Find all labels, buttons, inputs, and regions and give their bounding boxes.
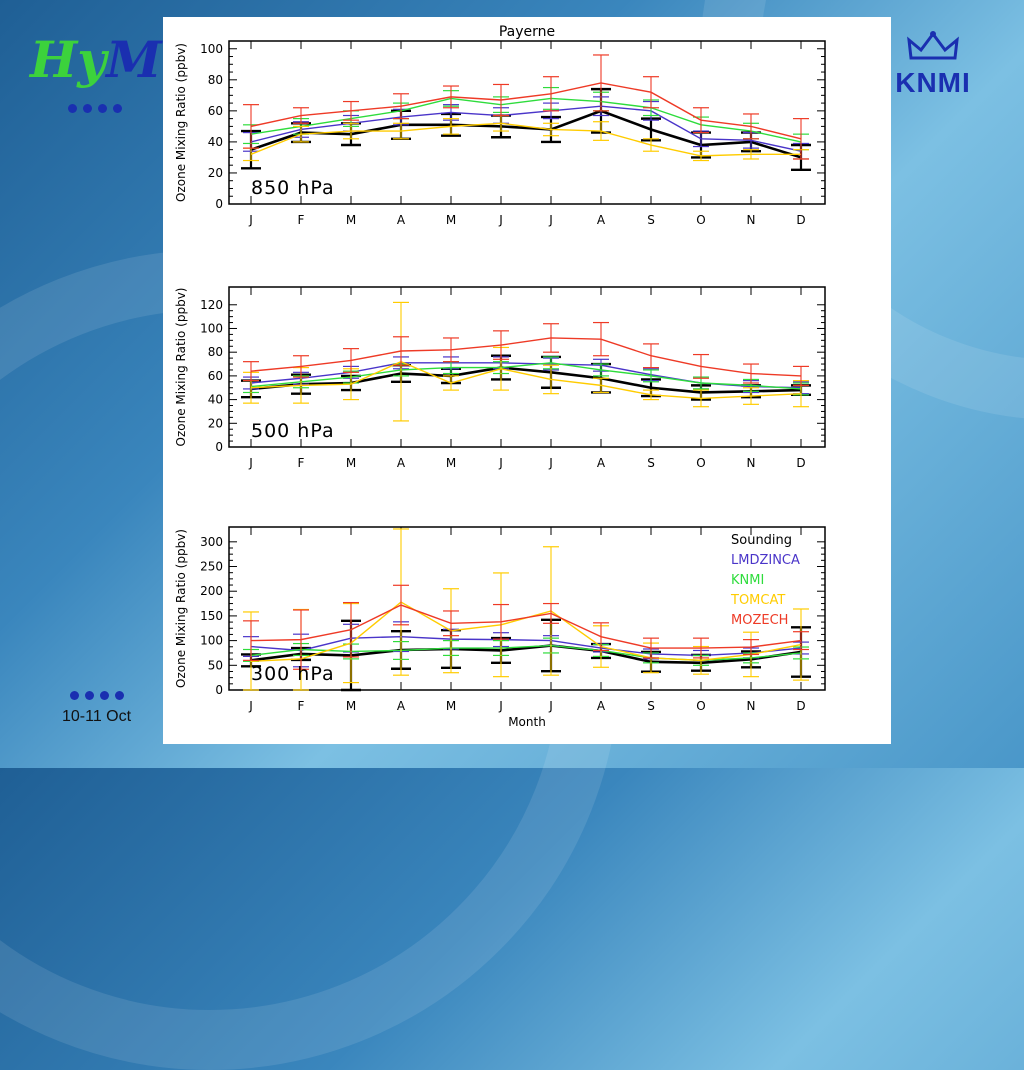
x-tick-label: A xyxy=(597,699,606,713)
series-line xyxy=(251,83,801,139)
y-tick-label: 40 xyxy=(208,393,223,407)
y-tick-label: 300 xyxy=(200,535,223,549)
y-tick-label: 20 xyxy=(208,166,223,180)
x-tick-label: A xyxy=(397,213,406,227)
x-tick-label: O xyxy=(696,699,705,713)
x-tick-label: O xyxy=(696,213,705,227)
y-tick-label: 20 xyxy=(208,416,223,430)
y-tick-label: 50 xyxy=(208,658,223,672)
x-tick-label: M xyxy=(346,456,356,470)
y-tick-label: 60 xyxy=(208,369,223,383)
x-tick-label: A xyxy=(397,699,406,713)
x-tick-label: F xyxy=(298,456,305,470)
chart-panel-1: 0 20 40 60 80 100 J F M A M J J A S O N D Ozone Mixing Rat… xyxy=(174,24,825,227)
series-line xyxy=(251,111,801,158)
y-axis-label: Ozone Mixing Ratio (ppbv) xyxy=(174,43,188,202)
y-tick-label: 120 xyxy=(200,298,223,312)
footer-date: 10-11 Oct xyxy=(62,708,131,726)
ozone-charts: 0 20 40 60 80 100 J F M A M J J A S O N D Ozone Mixing Rat… xyxy=(163,17,891,744)
x-tick-label: S xyxy=(647,699,655,713)
y-tick-label: 80 xyxy=(208,73,223,87)
x-tick-label: J xyxy=(548,213,553,227)
x-tick-label: J xyxy=(548,699,553,713)
x-tick-label: N xyxy=(747,213,756,227)
x-tick-label: A xyxy=(597,213,606,227)
x-tick-label: D xyxy=(796,456,805,470)
chart-panel-3: 0 50 100 150 200 250 300 J F M A M J J A S O N D Ozone Mixi… xyxy=(174,527,825,729)
legend-entry: KNMI xyxy=(731,573,764,588)
y-tick-label: 0 xyxy=(215,197,223,211)
x-tick-label: J xyxy=(498,213,503,227)
series-lmdzinca xyxy=(243,357,809,394)
x-tick-label: O xyxy=(696,456,705,470)
x-tick-label: F xyxy=(298,213,305,227)
x-tick-label: N xyxy=(747,699,756,713)
hymn-logo: HyM xyxy=(30,30,162,89)
pressure-level-label: 300 hPa xyxy=(251,663,335,685)
y-tick-label: 40 xyxy=(208,135,223,149)
x-tick-label: J xyxy=(498,699,503,713)
logo-dots xyxy=(68,100,128,118)
y-tick-label: 100 xyxy=(200,634,223,648)
x-tick-label: S xyxy=(647,213,655,227)
x-tick-label: A xyxy=(597,456,606,470)
crown-icon xyxy=(903,30,963,62)
y-tick-label: 0 xyxy=(215,440,223,454)
series-mozech xyxy=(243,323,809,386)
x-tick-label: J xyxy=(548,456,553,470)
y-axis-label: Ozone Mixing Ratio (ppbv) xyxy=(174,288,188,447)
series-line xyxy=(251,368,801,393)
footer-dots xyxy=(70,687,130,705)
y-tick-label: 60 xyxy=(208,104,223,118)
series-sounding xyxy=(241,356,811,400)
legend-entry: Sounding xyxy=(731,533,792,548)
y-tick-label: 100 xyxy=(200,321,223,335)
x-tick-label: F xyxy=(298,699,305,713)
knmi-logo: KNMI xyxy=(892,30,974,99)
x-tick-label: M xyxy=(446,699,456,713)
x-tick-label: N xyxy=(747,456,756,470)
x-tick-label: M xyxy=(346,213,356,227)
x-tick-label: M xyxy=(346,699,356,713)
pressure-level-label: 500 hPa xyxy=(251,420,335,442)
chart-title: Payerne xyxy=(499,24,555,40)
x-tick-label: J xyxy=(248,213,253,227)
series-line xyxy=(251,602,801,661)
legend-entry: TOMCAT xyxy=(730,593,785,608)
chart-panel-2: 0 20 40 60 80 100 120 J F M A M J J A S O N D Ozone Mixing … xyxy=(174,287,825,470)
legend: Sounding LMDZINCA KNMI TOMCAT MOZECH xyxy=(730,533,800,628)
series-line xyxy=(251,637,801,656)
x-tick-label: M xyxy=(446,213,456,227)
y-tick-label: 200 xyxy=(200,584,223,598)
y-tick-label: 250 xyxy=(200,560,223,574)
chart-panel: 0 20 40 60 80 100 J F M A M J J A S O N D Ozone Mixing Rat… xyxy=(163,17,891,744)
x-tick-label: D xyxy=(796,699,805,713)
x-tick-label: A xyxy=(397,456,406,470)
y-tick-label: 0 xyxy=(215,683,223,697)
series-line xyxy=(251,98,801,141)
series-line xyxy=(251,605,801,648)
legend-entry: MOZECH xyxy=(731,613,788,628)
x-tick-label: M xyxy=(446,456,456,470)
x-tick-label: D xyxy=(796,213,805,227)
y-axis-label: Ozone Mixing Ratio (ppbv) xyxy=(174,529,188,688)
x-axis-label: Month xyxy=(508,715,546,729)
x-tick-label: S xyxy=(647,456,655,470)
knmi-wordmark: KNMI xyxy=(892,67,974,99)
x-tick-label: J xyxy=(248,456,253,470)
y-tick-label: 100 xyxy=(200,42,223,56)
legend-entry: LMDZINCA xyxy=(731,553,800,568)
series-mozech xyxy=(243,585,809,669)
y-tick-label: 80 xyxy=(208,345,223,359)
x-tick-label: J xyxy=(498,456,503,470)
pressure-level-label: 850 hPa xyxy=(251,177,335,199)
y-tick-label: 150 xyxy=(200,609,223,623)
series-tomcat xyxy=(243,302,809,421)
x-tick-label: J xyxy=(248,699,253,713)
